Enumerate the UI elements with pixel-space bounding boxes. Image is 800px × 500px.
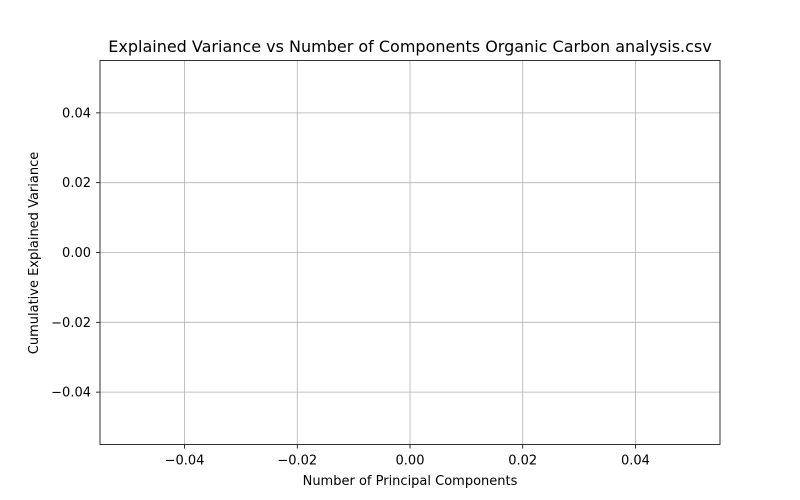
y-axis-ticks: −0.04 −0.02 0.00 0.02 0.04 bbox=[51, 106, 100, 401]
y-axis-label: Cumulative Explained Variance bbox=[27, 152, 42, 354]
x-tick-label: 0.04 bbox=[621, 454, 650, 469]
x-axis-label: Number of Principal Components bbox=[303, 474, 518, 489]
x-tick-label: −0.02 bbox=[277, 454, 317, 469]
y-tick-label: 0.04 bbox=[62, 106, 91, 121]
y-tick-label: 0.00 bbox=[62, 246, 91, 261]
chart-title: Explained Variance vs Number of Componen… bbox=[108, 37, 711, 56]
x-tick-label: −0.04 bbox=[165, 454, 205, 469]
y-tick-label: −0.02 bbox=[51, 316, 91, 331]
grid bbox=[100, 60, 720, 445]
x-tick-label: 0.00 bbox=[396, 454, 425, 469]
x-axis-ticks: −0.04 −0.02 0.00 0.02 0.04 bbox=[165, 444, 650, 469]
y-tick-label: −0.04 bbox=[51, 386, 91, 401]
y-tick-label: 0.02 bbox=[62, 176, 91, 191]
x-tick-label: 0.02 bbox=[508, 454, 537, 469]
